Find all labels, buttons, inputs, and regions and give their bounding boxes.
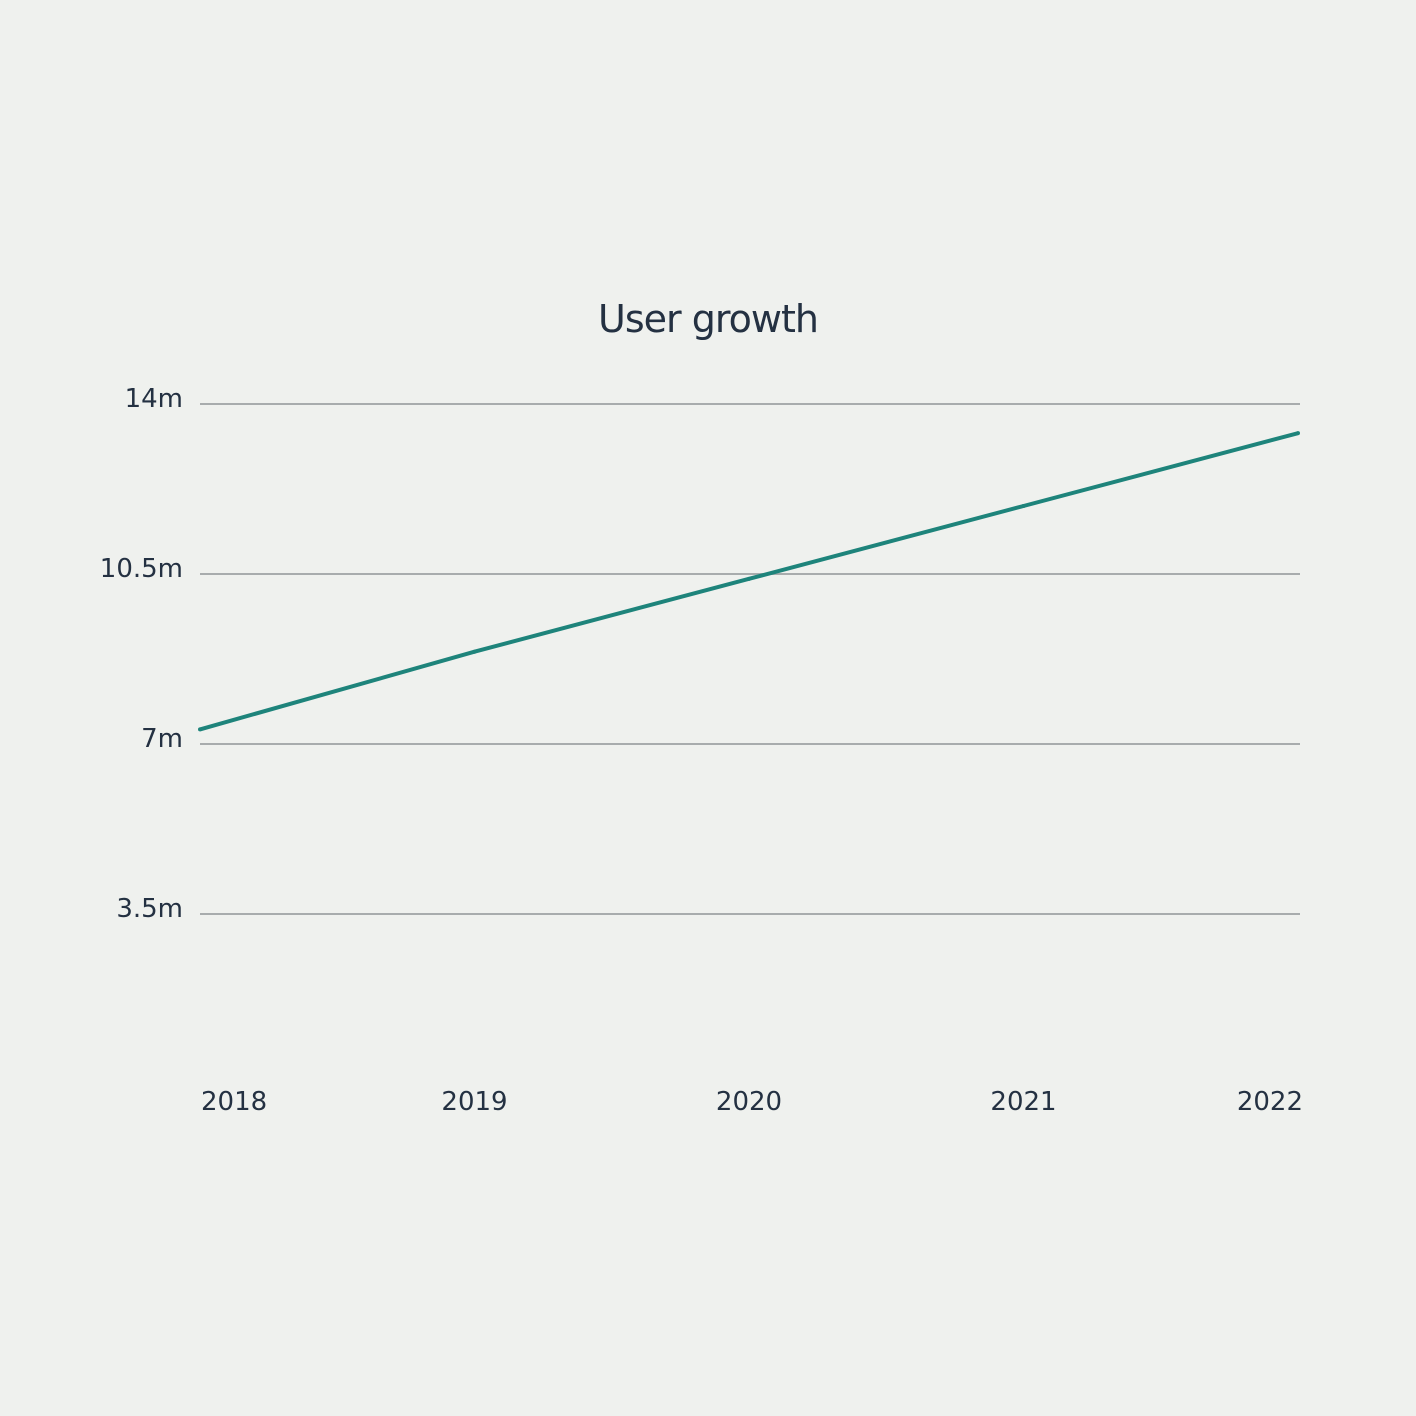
data-point <box>747 576 751 581</box>
gridlines <box>200 403 1300 915</box>
y-axis-tick-labels: 3.5m 7m 10.5m 14m <box>100 384 183 924</box>
data-point <box>198 727 202 732</box>
x-tick-label: 2020 <box>716 1087 782 1117</box>
data-point <box>1021 504 1026 508</box>
series-line <box>199 431 1299 732</box>
x-tick-label: 2021 <box>990 1087 1056 1117</box>
chart-title: User growth <box>598 297 818 341</box>
x-tick-label: 2018 <box>201 1087 267 1117</box>
series-layer <box>198 431 1300 732</box>
x-tick-label: 2022 <box>1237 1087 1303 1117</box>
data-point <box>472 649 477 654</box>
y-tick-label: 10.5m <box>100 554 183 584</box>
y-tick-label: 3.5m <box>116 894 183 924</box>
x-tick-label: 2019 <box>441 1087 507 1117</box>
y-tick-label: 14m <box>125 384 183 414</box>
data-point <box>1296 431 1300 436</box>
y-tick-label: 7m <box>141 724 183 754</box>
x-axis-tick-labels: 2018 2019 2020 2021 2022 <box>201 1087 1303 1117</box>
